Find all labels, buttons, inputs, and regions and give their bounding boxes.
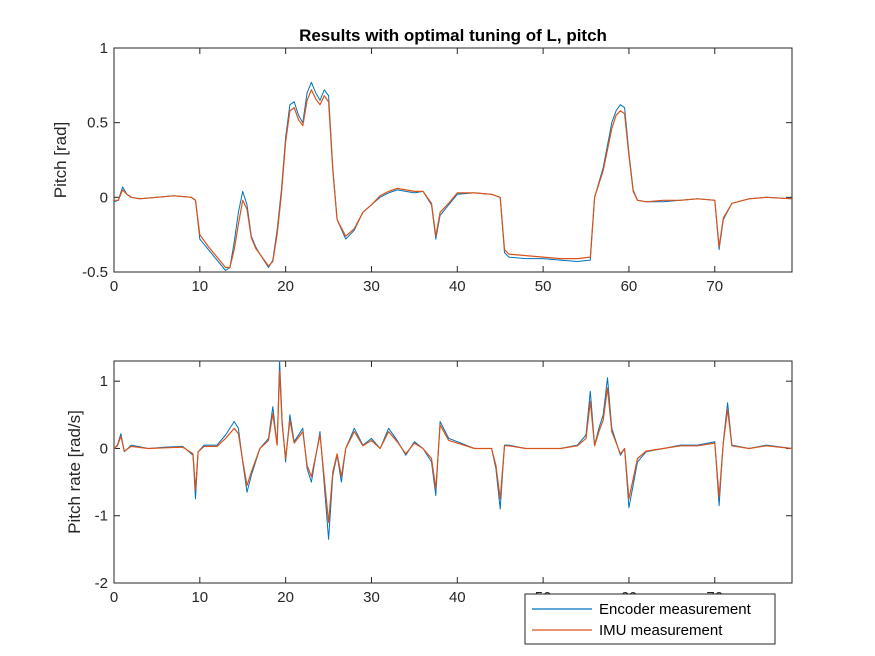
x-tick-label: 10 [191,589,208,606]
pitch-rate-ylabel: Pitch rate [rad/s] [65,410,84,534]
x-tick-label: 10 [191,278,208,295]
legend-label-encoder: Encoder measurement [599,601,752,618]
pitch-title: Results with optimal tuning of L, pitch [299,26,607,45]
y-tick-label: 1 [100,40,108,57]
y-tick-label: 0.5 [87,115,108,132]
y-tick-label: -0.5 [82,264,108,281]
imu-series-line-1 [113,370,793,524]
pitch-ylabel: Pitch [rad] [51,122,70,199]
x-tick-label: 40 [449,278,466,295]
imu-series-line-0 [114,89,793,269]
x-tick-label: 20 [277,278,294,295]
legend-box [524,593,776,645]
pitch-axes: Results with optimal tuning of L, pitch … [51,26,793,295]
x-tick-label: 60 [621,278,638,295]
x-tick-label: 20 [277,589,294,606]
pitch-ticks: 0 10 20 30 40 50 60 70-0.500.51 [82,40,792,295]
pitch-series-lines [113,81,793,271]
y-tick-label: 0 [100,189,108,206]
x-tick-label: 0 [110,278,118,295]
legend-label-imu: IMU measurement [599,622,723,639]
x-tick-label: 30 [363,278,380,295]
y-tick-label: 0 [100,440,108,457]
x-tick-label: 40 [449,589,466,606]
y-tick-label: -2 [95,575,108,592]
pitch-plot-area [113,47,793,273]
pitch-rate-series-lines [113,360,793,540]
x-tick-label: 30 [363,589,380,606]
x-tick-label: 0 [110,589,118,606]
y-tick-label: -1 [95,508,108,525]
x-tick-label: 50 [535,278,552,295]
x-tick-label: 70 [706,278,723,295]
y-tick-label: 1 [100,373,108,390]
pitch-rate-plot-area [113,360,793,584]
legend: Encoder measurement IMU measurement [524,593,776,645]
